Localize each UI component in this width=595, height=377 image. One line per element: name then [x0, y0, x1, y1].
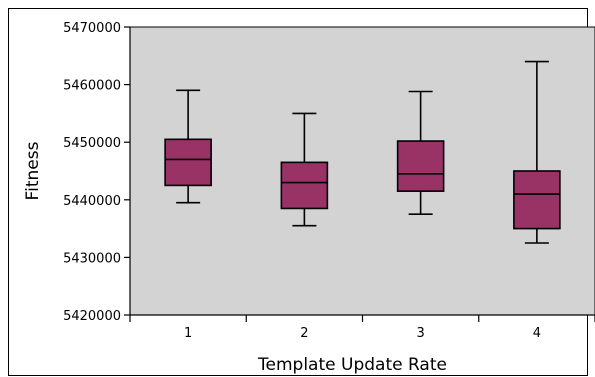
iqr-box [396, 140, 445, 192]
y-tick-label: 5420000 [63, 309, 121, 324]
x-tick-label: 2 [300, 326, 308, 341]
y-axis-title: Fitness [23, 141, 43, 200]
box-1 [164, 89, 212, 204]
box-4 [513, 60, 561, 244]
y-tick-label: 5460000 [63, 79, 121, 94]
y-tick-label: 5440000 [63, 194, 121, 209]
x-tick-label: 3 [416, 326, 424, 341]
x-tick-label: 1 [184, 326, 192, 341]
box-2 [280, 112, 329, 227]
boxes [164, 60, 561, 244]
y-tick-label: 5430000 [63, 251, 121, 266]
iqr-box [164, 138, 212, 187]
box-3 [396, 90, 445, 215]
x-axis: 1 2 3 4 [129, 314, 595, 341]
y-tick-label: 5450000 [63, 136, 121, 151]
y-axis: 5420000 5430000 5440000 5450000 5460000 54700… [63, 21, 131, 324]
x-tick-label: 4 [533, 326, 541, 341]
y-tick-label: 5470000 [63, 21, 121, 36]
x-axis-title: Template Update Rate [257, 355, 447, 375]
iqr-box [280, 161, 329, 210]
iqr-box [513, 170, 561, 230]
